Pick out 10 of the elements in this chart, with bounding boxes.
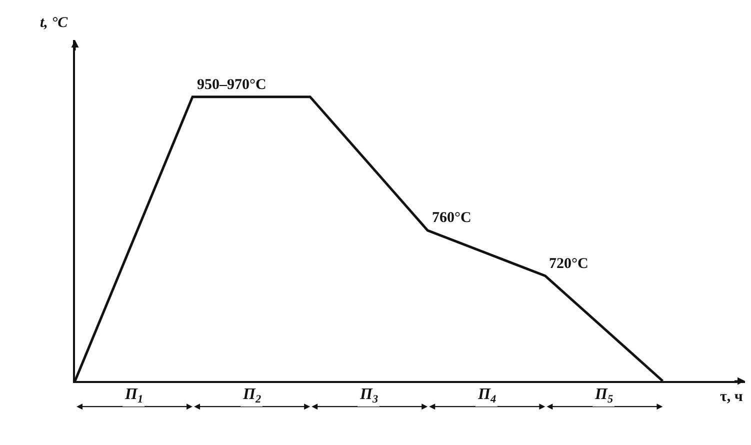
annotation: 760°C <box>432 210 472 226</box>
annotation: 720°C <box>549 256 588 272</box>
text: П$_{1}$ <box>124 386 144 406</box>
x-axis-title: τ, ч <box>720 389 744 405</box>
text: П$_{4}$ <box>477 386 496 406</box>
y-axis-title: t, °C <box>40 15 69 31</box>
text: П$_{3}$ <box>359 386 378 406</box>
text: П$_{5}$ <box>594 386 614 406</box>
text: П$_{2}$ <box>242 386 262 406</box>
text: 950–970°C <box>197 77 266 93</box>
